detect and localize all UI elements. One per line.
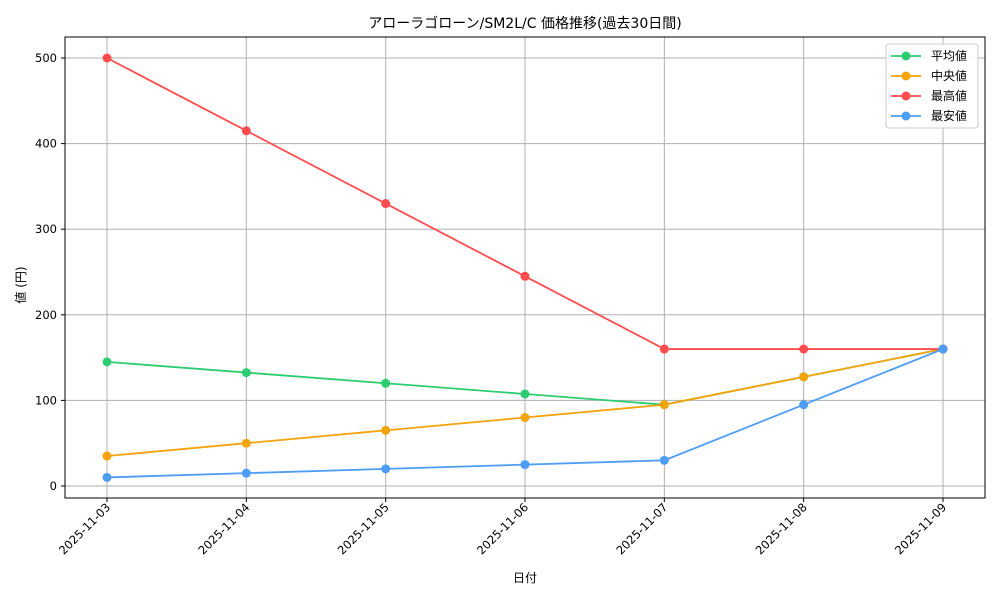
y-tick-label: 300 xyxy=(35,222,57,236)
data-point-marker xyxy=(799,344,809,354)
data-point-marker xyxy=(520,389,530,399)
data-point-marker xyxy=(381,199,391,209)
y-tick-label: 400 xyxy=(35,137,57,151)
data-point-marker xyxy=(381,378,391,388)
data-point-marker xyxy=(381,425,391,435)
data-point-marker xyxy=(241,368,251,378)
y-tick-label: 0 xyxy=(50,479,57,493)
y-tick-label: 500 xyxy=(35,51,57,65)
y-axis-ticks: 0 100 200 300 400 500 xyxy=(35,51,65,493)
data-point-marker xyxy=(102,472,112,482)
data-point-marker xyxy=(102,451,112,461)
legend-marker-icon xyxy=(901,71,911,81)
data-point-marker xyxy=(520,413,530,423)
series-3 xyxy=(102,344,948,482)
data-point-marker xyxy=(659,455,669,465)
y-tick-label: 100 xyxy=(35,393,57,407)
data-series xyxy=(102,53,948,482)
legend-label: 最高値 xyxy=(931,88,967,103)
data-point-marker xyxy=(799,372,809,382)
y-tick-label: 200 xyxy=(35,308,57,322)
legend-marker-icon xyxy=(901,91,911,101)
grid-lines xyxy=(65,37,985,498)
legend-label: 最安値 xyxy=(931,108,967,123)
data-point-marker xyxy=(381,464,391,474)
data-point-marker xyxy=(241,468,251,478)
data-point-marker xyxy=(102,53,112,63)
data-point-marker xyxy=(659,400,669,410)
legend-marker-icon xyxy=(901,111,911,121)
y-axis-label: 値 (円) xyxy=(13,266,28,303)
legend-label: 平均値 xyxy=(931,48,967,63)
legend-label: 中央値 xyxy=(931,68,967,83)
data-point-marker xyxy=(799,400,809,410)
data-point-marker xyxy=(520,271,530,281)
data-point-marker xyxy=(102,357,112,367)
legend-marker-icon xyxy=(901,51,911,61)
data-point-marker xyxy=(659,344,669,354)
x-axis-label: 日付 xyxy=(513,571,537,585)
legend-box xyxy=(885,43,979,129)
data-point-marker xyxy=(938,344,948,354)
data-point-marker xyxy=(241,126,251,136)
data-point-marker xyxy=(241,438,251,448)
chart-title: アローラゴローン/SM2L/C 価格推移(過去30日間) xyxy=(368,15,681,32)
data-point-marker xyxy=(520,460,530,470)
